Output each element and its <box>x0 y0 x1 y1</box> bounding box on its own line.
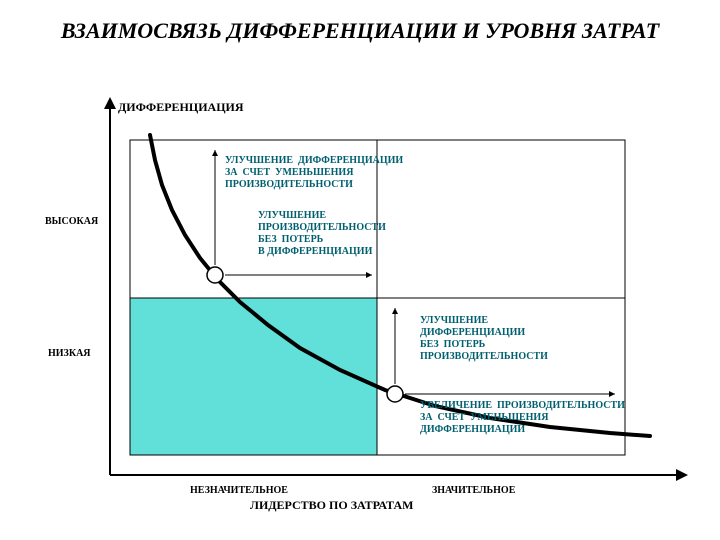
y-tick-high: ВЫСОКАЯ <box>45 216 98 227</box>
page: ВЗАИМОСВЯЗЬ ДИФФЕРЕНЦИАЦИИ И УРОВНЯ ЗАТР… <box>0 0 720 540</box>
annotation-2: УЛУЧШЕНИЕ ПРОИЗВОДИТЕЛЬНОСТИ БЕЗ ПОТЕРЬ … <box>258 210 386 258</box>
x-tick-left: НЕЗНАЧИТЕЛЬНОЕ <box>190 485 288 496</box>
annotation-1: УЛУЧШЕНИЕ ДИФФЕРЕНЦИАЦИИ ЗА СЧЕТ УМЕНЬШЕ… <box>225 155 403 191</box>
annotation-3: УЛУЧШЕНИЕ ДИФФЕРЕНЦИАЦИИ БЕЗ ПОТЕРЬ ПРОИ… <box>420 315 548 363</box>
x-axis-label: ЛИДЕРСТВО ПО ЗАТРАТАМ <box>250 498 413 513</box>
curve-marker-1 <box>207 267 223 283</box>
y-tick-low: НИЗКАЯ <box>48 348 91 359</box>
x-tick-right: ЗНАЧИТЕЛЬНОЕ <box>432 485 515 496</box>
shaded-quadrant <box>130 298 377 455</box>
annotation-4: УВЕЛИЧЕНИЕ ПРОИЗВОДИТЕЛЬНОСТИ ЗА СЧЕТ УМ… <box>420 400 625 436</box>
y-axis-label: ДИФФЕРЕНЦИАЦИЯ <box>118 100 244 115</box>
chart-svg <box>0 0 720 540</box>
curve-marker-2 <box>387 386 403 402</box>
